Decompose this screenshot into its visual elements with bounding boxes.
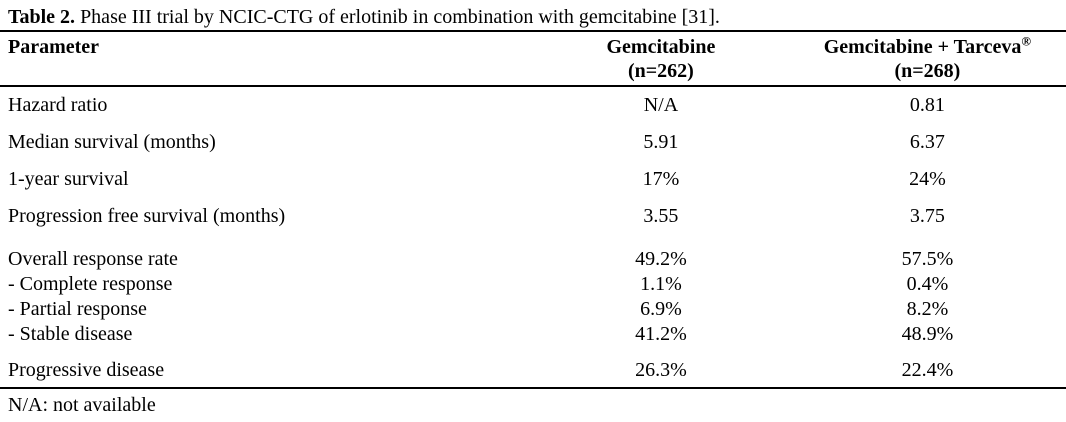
table-caption-text: Phase III trial by NCIC-CTG of erlotinib… <box>75 6 720 28</box>
gemcitabine-tarceva-value-cell: 57.5% <box>901 248 954 270</box>
table-row: 1-year survival 17% 24% <box>0 161 1066 198</box>
column-header-gemcitabine: Gemcitabine (n=262) <box>533 32 789 87</box>
registered-trademark-symbol: ® <box>1021 33 1032 49</box>
footnote: N/A: not available <box>8 394 156 416</box>
gemcitabine-value-cell: 49.2% <box>635 248 687 270</box>
gemcitabine-tarceva-value-cell: 48.9% <box>901 323 954 345</box>
trial-results-table: Parameter Gemcitabine (n=262) Gemcitabin… <box>0 32 1066 389</box>
gemcitabine-value-cell: 1.1% <box>640 273 682 295</box>
table-row: - Complete response 1.1% 0.4% <box>0 272 1066 297</box>
parameter-cell: - Complete response <box>8 273 173 295</box>
table-row: Progression free survival (months) 3.55 … <box>0 198 1066 235</box>
column-header-gemcitabine-tarceva: Gemcitabine + Tarceva® (n=268) <box>788 32 1066 87</box>
column-header-gemcitabine-label: Gemcitabine <box>606 36 716 58</box>
column-header-parameter: Parameter <box>0 32 533 87</box>
table-row: Hazard ratio N/A 0.81 <box>0 86 1066 124</box>
table-body: Hazard ratio N/A 0.81 Median survival (m… <box>0 86 1066 389</box>
column-header-gemcitabine-tarceva-n: (n=268) <box>894 60 961 82</box>
gemcitabine-tarceva-value-cell: 8.2% <box>906 298 949 320</box>
gemcitabine-tarceva-value-cell: 24% <box>909 168 946 190</box>
table-caption-label: Table 2. <box>8 6 76 28</box>
gemcitabine-tarceva-value-cell: 0.4% <box>906 273 949 295</box>
gemcitabine-value-cell: 41.2% <box>635 323 687 345</box>
table-header: Parameter Gemcitabine (n=262) Gemcitabin… <box>0 32 1066 87</box>
gemcitabine-value-cell: 26.3% <box>533 347 789 389</box>
parameter-cell: Overall response rate <box>8 248 178 270</box>
table-caption: Table 2. Phase III trial by NCIC-CTG of … <box>0 0 1066 32</box>
table-row: - Stable disease 41.2% 48.9% <box>0 322 1066 347</box>
table-row: Progressive disease 26.3% 22.4% <box>0 347 1066 389</box>
gemcitabine-value-cell: N/A <box>643 94 679 116</box>
table-row: Overall response rate 49.2% 57.5% <box>0 235 1066 272</box>
parameter-cell: 1-year survival <box>8 168 129 190</box>
column-header-gemcitabine-tarceva-label: Gemcitabine + Tarceva® <box>789 33 1066 59</box>
parameter-cell: - Partial response <box>8 298 147 320</box>
gemcitabine-tarceva-value-cell: 22.4% <box>788 347 1066 389</box>
parameter-cell: Progressive disease <box>0 347 533 389</box>
gemcitabine-value-cell: 3.55 <box>643 205 679 227</box>
parameter-cell: Hazard ratio <box>8 94 108 116</box>
gemcitabine-value-cell: 6.9% <box>640 298 682 320</box>
gemcitabine-value-cell: 5.91 <box>643 131 679 153</box>
table-row: - Partial response 6.9% 8.2% <box>0 297 1066 322</box>
combination-name: Gemcitabine + Tarceva <box>823 36 1022 58</box>
gemcitabine-tarceva-value-cell: 0.81 <box>909 94 945 116</box>
table-row: Median survival (months) 5.91 6.37 <box>0 124 1066 161</box>
gemcitabine-tarceva-value-cell: 3.75 <box>909 205 945 227</box>
header-row: Parameter Gemcitabine (n=262) Gemcitabin… <box>0 32 1066 87</box>
column-header-gemcitabine-n: (n=262) <box>627 60 694 82</box>
parameter-cell: Median survival (months) <box>8 131 216 153</box>
gemcitabine-tarceva-value-cell: 6.37 <box>909 131 945 153</box>
gemcitabine-value-cell: 17% <box>642 168 680 190</box>
parameter-cell: Progression free survival (months) <box>8 205 286 227</box>
parameter-cell: - Stable disease <box>8 323 133 345</box>
